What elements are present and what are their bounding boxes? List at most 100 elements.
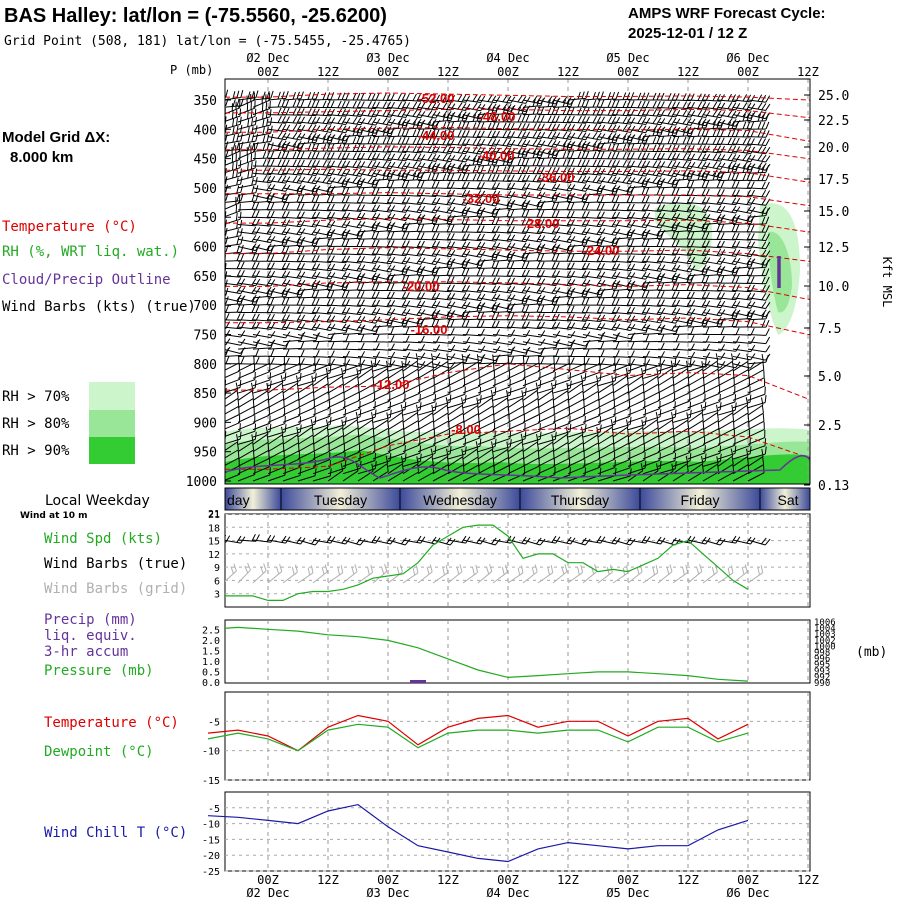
wind-barb bbox=[237, 442, 255, 460]
legend-rh80: RH > 80% bbox=[2, 416, 70, 432]
wind-barb bbox=[387, 404, 404, 423]
height-tick-label: 25.0 bbox=[818, 89, 849, 104]
value-tick-label: 3 bbox=[214, 590, 220, 601]
wind-barb bbox=[387, 369, 405, 387]
value-tick-label: -10 bbox=[202, 820, 220, 831]
value-tick-label: 21 bbox=[208, 509, 220, 520]
wind-barb bbox=[387, 205, 411, 213]
wind-barb bbox=[387, 93, 410, 102]
wind-barb bbox=[342, 282, 365, 291]
wind-barb bbox=[327, 152, 350, 161]
wind-barb bbox=[312, 151, 335, 160]
wind-barb bbox=[252, 174, 276, 184]
wind-barb bbox=[225, 329, 231, 338]
wind-barb bbox=[312, 375, 329, 394]
precip-tick-label: 0.5 bbox=[202, 668, 220, 679]
wind-barb bbox=[402, 205, 426, 214]
contour-label: -12.00 bbox=[373, 377, 410, 392]
wind-barb bbox=[312, 167, 336, 177]
wind-barb bbox=[282, 399, 300, 416]
time-tick-label: 00Z bbox=[257, 65, 279, 79]
wind-barb bbox=[297, 143, 320, 152]
wind-barb bbox=[267, 159, 290, 168]
wind-barb bbox=[417, 101, 441, 111]
wind-barb bbox=[342, 376, 360, 394]
wind-barb bbox=[225, 348, 245, 357]
wind-barb bbox=[225, 116, 242, 130]
wind-barb bbox=[252, 330, 276, 339]
date-tick-label: Ø6 Dec bbox=[726, 886, 769, 900]
wind-barb bbox=[225, 141, 229, 152]
wind-barb bbox=[297, 227, 321, 236]
wind-barb bbox=[327, 100, 350, 109]
wind-barb bbox=[387, 161, 411, 170]
pressure-tick-label: 950 bbox=[194, 446, 217, 461]
wind-barb bbox=[402, 353, 419, 372]
wind-barb bbox=[252, 109, 272, 123]
grid-point-label: Grid Point (508, 181) lat/lon = (-75.545… bbox=[4, 34, 411, 49]
wind-barb bbox=[237, 371, 256, 387]
wind-barb bbox=[252, 278, 276, 287]
weekday-label: day bbox=[227, 492, 250, 508]
date-tick-label: Ø5 Dec bbox=[606, 886, 649, 900]
wind-barb bbox=[357, 231, 380, 240]
rh90-region bbox=[225, 450, 810, 484]
wind-barb bbox=[297, 175, 321, 185]
wind-barb bbox=[312, 220, 336, 228]
wind-barb bbox=[372, 256, 396, 265]
time-tick-label: 00Z bbox=[737, 65, 759, 79]
legend-wind-barbs-true: Wind Barbs (true) bbox=[44, 556, 187, 572]
value-tick-label: 9 bbox=[214, 563, 220, 574]
wind-barb bbox=[387, 256, 411, 265]
wind-barb bbox=[342, 195, 365, 204]
wind-barb bbox=[225, 160, 242, 174]
wind-barb bbox=[282, 159, 305, 168]
wind-barb bbox=[402, 308, 426, 317]
wind-barb bbox=[237, 133, 259, 145]
wind-barb bbox=[327, 392, 345, 409]
wind-barb bbox=[357, 144, 380, 153]
wind-barb bbox=[237, 286, 261, 295]
wind-barb bbox=[312, 143, 335, 152]
wind-barb bbox=[237, 278, 261, 287]
wind-barb bbox=[312, 367, 329, 387]
date-tick-label: Ø2 Dec bbox=[246, 51, 289, 65]
value-tick-label: -25 bbox=[202, 867, 220, 878]
wind-barb bbox=[387, 385, 405, 401]
wind-barb bbox=[282, 175, 306, 184]
wind-barb bbox=[357, 109, 381, 118]
wind-barb bbox=[225, 313, 245, 321]
wind-barb bbox=[252, 467, 271, 482]
wind-barb bbox=[357, 101, 380, 110]
wind-barb bbox=[225, 304, 245, 313]
wind-barb bbox=[312, 298, 335, 307]
wind-barb bbox=[357, 152, 380, 161]
wind-barb bbox=[225, 312, 230, 321]
wind-barb bbox=[387, 335, 410, 343]
height-tick-label: 22.5 bbox=[818, 114, 849, 129]
wind-barb bbox=[297, 468, 317, 482]
height-tick-label: 15.0 bbox=[818, 205, 849, 220]
contour-label: -52.00 bbox=[418, 91, 455, 106]
wind-barb bbox=[402, 445, 422, 460]
legend-accum: 3-hr accum bbox=[44, 644, 128, 660]
wind-barb bbox=[417, 172, 440, 182]
wind-barb bbox=[342, 187, 365, 196]
wind-barb bbox=[387, 352, 411, 360]
value-tick-label: -15 bbox=[202, 835, 220, 846]
wind-barb bbox=[342, 452, 361, 467]
wind-barb bbox=[402, 172, 425, 182]
contour-label: -36.00 bbox=[538, 170, 575, 185]
wind-barb bbox=[387, 456, 404, 475]
wind-barb bbox=[402, 256, 426, 265]
wind-barb bbox=[267, 131, 291, 141]
wind-barb bbox=[402, 429, 420, 445]
wind-barb bbox=[402, 300, 426, 309]
wind-barb bbox=[237, 234, 261, 243]
wind-barb bbox=[357, 160, 381, 169]
value-tick-label: 15 bbox=[208, 537, 220, 548]
model-grid-label: Model Grid ΔX: bbox=[2, 129, 110, 146]
wind-barb bbox=[252, 383, 269, 401]
wind-barb bbox=[387, 326, 410, 335]
